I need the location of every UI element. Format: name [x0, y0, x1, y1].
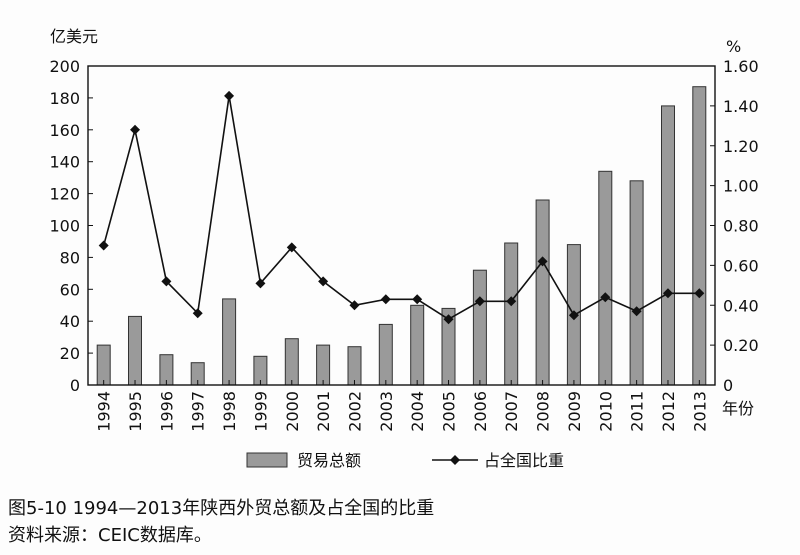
bar-2003	[378, 323, 393, 386]
bar-2012	[661, 105, 675, 386]
left-tick-label: 140	[49, 153, 80, 172]
left-tick-label: 180	[49, 89, 80, 108]
share-point-2003	[380, 294, 391, 305]
share-point-1997	[192, 308, 203, 319]
figure-caption-source: 资料来源：CEIC数据库。	[8, 525, 212, 546]
bar-1994	[96, 344, 111, 386]
share-point-1996	[161, 276, 172, 287]
share-point-2007	[506, 296, 517, 307]
right-tick-label: 0	[723, 376, 733, 395]
bar-2002	[347, 346, 362, 386]
x-tick-label: 2013	[690, 391, 709, 432]
right-tick-label: 0.40	[723, 296, 759, 315]
share-line	[102, 95, 700, 321]
right-axis-unit: %	[726, 37, 741, 56]
share-point-2000	[286, 242, 297, 253]
right-tick-label: 0.80	[723, 217, 759, 236]
left-tick-label: 80	[60, 248, 80, 267]
x-tick-label: 2000	[283, 391, 302, 432]
bar-2010	[598, 170, 613, 386]
share-point-2009	[568, 310, 579, 321]
share-point-1998	[224, 90, 235, 101]
left-tick-label: 0	[70, 376, 80, 395]
share-point-2001	[318, 276, 329, 287]
x-tick-label: 2012	[659, 391, 678, 432]
legend-line-marker	[450, 455, 460, 465]
x-tick-label: 1998	[220, 391, 239, 432]
bar-2011	[629, 180, 644, 386]
left-tick-label: 200	[49, 57, 80, 76]
bar-2013	[692, 86, 707, 386]
left-tick-label: 120	[49, 185, 80, 204]
share-point-2006	[474, 296, 485, 307]
plot-frame	[87, 65, 716, 386]
bar-2007	[504, 242, 519, 386]
left-axis-unit: 亿美元	[50, 27, 98, 46]
bar-2006	[472, 269, 487, 386]
share-point-2005	[443, 314, 454, 325]
share-point-2002	[349, 300, 360, 311]
share-point-1995	[130, 124, 141, 135]
x-tick-label: 2006	[471, 391, 490, 432]
x-tick-label: 1995	[126, 391, 145, 432]
left-tick-label: 40	[60, 312, 80, 331]
right-tick-label: 0.60	[723, 256, 759, 275]
share-point-2011	[631, 306, 642, 317]
x-tick-label: 1996	[157, 391, 176, 432]
left-tick-label: 160	[49, 121, 80, 140]
x-tick-label: 1999	[251, 391, 270, 432]
combo-chart: 02040608010012014016018020000.200.400.60…	[49, 27, 759, 470]
bar-2001	[316, 344, 331, 386]
figure-caption-title: 图5-10 1994—2013年陕西外贸总额及占全国的比重	[8, 498, 435, 519]
share-point-2004	[412, 294, 423, 305]
share-point-2008	[537, 256, 548, 267]
x-tick-label: 1997	[189, 391, 208, 432]
share-point-2013	[694, 288, 705, 299]
x-axis-unit: 年份	[722, 399, 754, 418]
x-tick-label: 2008	[534, 391, 553, 432]
share-point-2010	[600, 292, 611, 303]
share-point-1994	[98, 240, 109, 251]
right-tick-label: 1.00	[723, 177, 759, 196]
left-tick-label: 60	[60, 280, 80, 299]
x-tick-label: 2007	[502, 391, 521, 432]
legend-bar-label: 贸易总额	[297, 451, 361, 470]
legend-line-label: 占全国比重	[484, 451, 564, 470]
x-tick-label: 2002	[345, 391, 364, 432]
right-tick-label: 1.60	[723, 57, 759, 76]
x-tick-label: 2004	[408, 391, 427, 432]
right-tick-label: 1.20	[723, 137, 759, 156]
left-tick-label: 20	[60, 344, 80, 363]
x-tick-label: 2001	[314, 391, 333, 432]
share-point-2012	[662, 288, 673, 299]
right-tick-label: 0.20	[723, 336, 759, 355]
left-tick-label: 100	[49, 217, 80, 236]
x-tick-label: 2005	[440, 391, 459, 432]
x-tick-label: 2011	[628, 391, 647, 432]
bar-1995	[128, 315, 142, 386]
bar-1998	[222, 298, 237, 386]
bar-2000	[284, 338, 299, 386]
legend-bar-swatch	[246, 452, 288, 468]
share-point-1999	[255, 278, 266, 289]
bar-2008	[535, 199, 550, 386]
x-tick-label: 2009	[565, 391, 584, 432]
right-tick-label: 1.40	[723, 97, 759, 116]
x-tick-label: 2010	[596, 391, 615, 432]
x-tick-label: 2003	[377, 391, 396, 432]
bar-2004	[410, 304, 425, 386]
x-tick-label: 1994	[95, 391, 114, 432]
